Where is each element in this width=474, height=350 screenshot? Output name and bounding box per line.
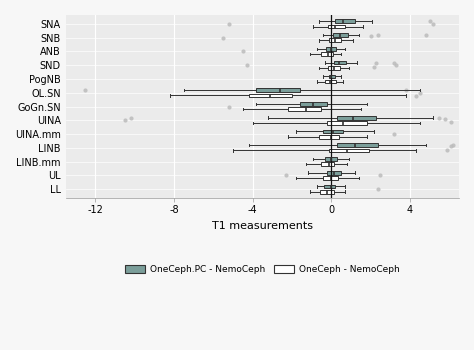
Bar [329, 75, 335, 78]
Bar [256, 88, 300, 92]
Bar [248, 93, 292, 97]
Point [121, 118, 128, 123]
Point [219, 35, 227, 41]
Bar [327, 121, 366, 125]
Point [82, 88, 89, 93]
Bar [337, 144, 378, 147]
Bar [327, 171, 341, 175]
Bar [323, 130, 343, 133]
Point [443, 148, 451, 153]
Point [373, 60, 380, 65]
Bar [326, 47, 336, 51]
Point [371, 64, 378, 69]
Bar [333, 33, 348, 37]
Point [447, 144, 455, 149]
Point [367, 34, 374, 39]
Bar [321, 52, 333, 56]
Point [436, 115, 443, 120]
Point [392, 62, 400, 68]
X-axis label: T1 measurements: T1 measurements [212, 220, 313, 231]
Point [282, 173, 290, 178]
Bar [334, 61, 346, 64]
Point [374, 186, 382, 192]
Point [416, 90, 423, 96]
Bar [335, 20, 355, 23]
Point [225, 21, 233, 27]
Point [376, 173, 384, 178]
Bar [328, 66, 340, 70]
Point [127, 115, 135, 120]
Point [441, 116, 449, 122]
Bar [325, 157, 337, 161]
Point [390, 60, 398, 65]
Bar [288, 107, 321, 111]
Point [422, 32, 429, 38]
Point [239, 49, 246, 54]
Point [243, 62, 250, 68]
Point [402, 87, 410, 93]
Point [390, 131, 398, 137]
Bar [321, 162, 334, 166]
Bar [329, 38, 341, 42]
Point [429, 21, 437, 27]
Bar [320, 190, 334, 194]
Legend: OneCeph.PC - NemoCeph, OneCeph - NemoCeph: OneCeph.PC - NemoCeph, OneCeph - NemoCep… [122, 261, 403, 278]
Point [374, 32, 382, 38]
Bar [319, 135, 339, 139]
Point [447, 119, 455, 125]
Point [426, 19, 433, 24]
Bar [300, 102, 327, 106]
Bar [324, 185, 335, 188]
Bar [323, 176, 338, 180]
Point [449, 142, 457, 148]
Point [225, 104, 233, 109]
Point [412, 93, 419, 98]
Bar [329, 148, 369, 152]
Bar [325, 80, 336, 83]
Bar [328, 25, 345, 28]
Bar [337, 116, 376, 120]
